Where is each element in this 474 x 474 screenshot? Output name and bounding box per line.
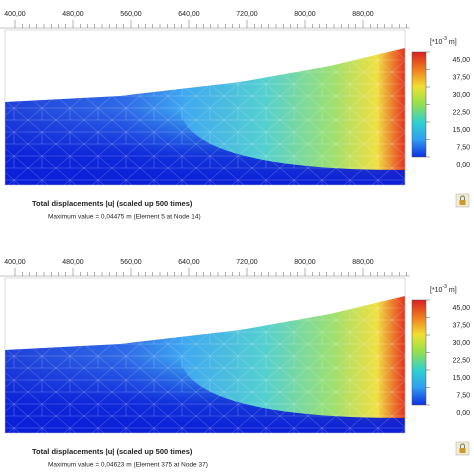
unit-exponent: -3 bbox=[442, 36, 447, 42]
ruler-label: 560,00 bbox=[120, 11, 142, 18]
legend-label: 45,00 bbox=[452, 305, 470, 312]
lock-body bbox=[459, 448, 466, 453]
unit-suffix: m] bbox=[449, 39, 457, 46]
ruler-label: 880,00 bbox=[352, 259, 374, 266]
legend-label: 37,50 bbox=[452, 322, 470, 329]
ruler-label: 800,00 bbox=[294, 11, 316, 18]
legend-unit: [*10-3 m] bbox=[430, 36, 457, 46]
ruler-label: 720,00 bbox=[236, 11, 258, 18]
ruler-label: 400,00 bbox=[4, 11, 26, 18]
ruler-label: 400,00 bbox=[4, 259, 26, 266]
ruler-label: 640,00 bbox=[178, 11, 200, 18]
ruler bbox=[0, 248, 410, 278]
lock-button[interactable] bbox=[455, 441, 470, 456]
unit-exponent: -3 bbox=[442, 284, 447, 290]
lock-button[interactable] bbox=[455, 193, 470, 208]
soil-left bbox=[5, 48, 405, 185]
unit-suffix: m] bbox=[449, 287, 457, 294]
ruler-label: 560,00 bbox=[120, 259, 142, 266]
legend-label: 45,00 bbox=[452, 57, 470, 64]
legend-label: 15,00 bbox=[452, 375, 470, 382]
legend-label: 15,00 bbox=[452, 127, 470, 134]
legend-label: 22,50 bbox=[452, 357, 470, 364]
ruler bbox=[0, 0, 410, 30]
legend-label: 0,00 bbox=[456, 410, 470, 417]
maximum-value: Maximum value = 0,04623 m (Element 375 a… bbox=[48, 462, 208, 469]
plot-frame bbox=[4, 29, 406, 186]
legend-label: 30,00 bbox=[452, 92, 470, 99]
ruler-label: 720,00 bbox=[236, 259, 258, 266]
ruler-label: 800,00 bbox=[294, 259, 316, 266]
legend-label: 30,00 bbox=[452, 340, 470, 347]
ruler-label: 640,00 bbox=[178, 259, 200, 266]
ruler-label: 480,00 bbox=[62, 11, 84, 18]
unit-prefix: [*10 bbox=[430, 39, 443, 46]
legend-bar bbox=[411, 51, 427, 158]
ruler-label: 880,00 bbox=[352, 11, 374, 18]
lock-body bbox=[459, 200, 466, 205]
caption: Total displacements |u| (scaled up 500 t… bbox=[32, 447, 193, 456]
lock-shackle bbox=[460, 443, 465, 448]
maximum-value: Maximum value = 0,04475 m (Element 5 at … bbox=[48, 214, 201, 221]
unit-prefix: [*10 bbox=[430, 287, 443, 294]
soil-left bbox=[5, 296, 405, 433]
legend-label: 0,00 bbox=[456, 162, 470, 169]
caption: Total displacements |u| (scaled up 500 t… bbox=[32, 199, 193, 208]
legend-label: 7,50 bbox=[456, 392, 470, 399]
ruler-label: 480,00 bbox=[62, 259, 84, 266]
panel: 400,00 480,00 560,00 640,00 720,00 800,00 880,… bbox=[0, 0, 470, 221]
legend-label: 22,50 bbox=[452, 109, 470, 116]
legend-unit: [*10-3 m] bbox=[430, 284, 457, 294]
legend-label: 7,50 bbox=[456, 144, 470, 151]
legend-bar bbox=[411, 299, 427, 406]
panel: 400,00 480,00 560,00 640,00 720,00 800,00 880,… bbox=[0, 248, 470, 469]
plot-frame bbox=[4, 277, 406, 434]
legend-label: 37,50 bbox=[452, 74, 470, 81]
lock-shackle bbox=[460, 195, 465, 200]
